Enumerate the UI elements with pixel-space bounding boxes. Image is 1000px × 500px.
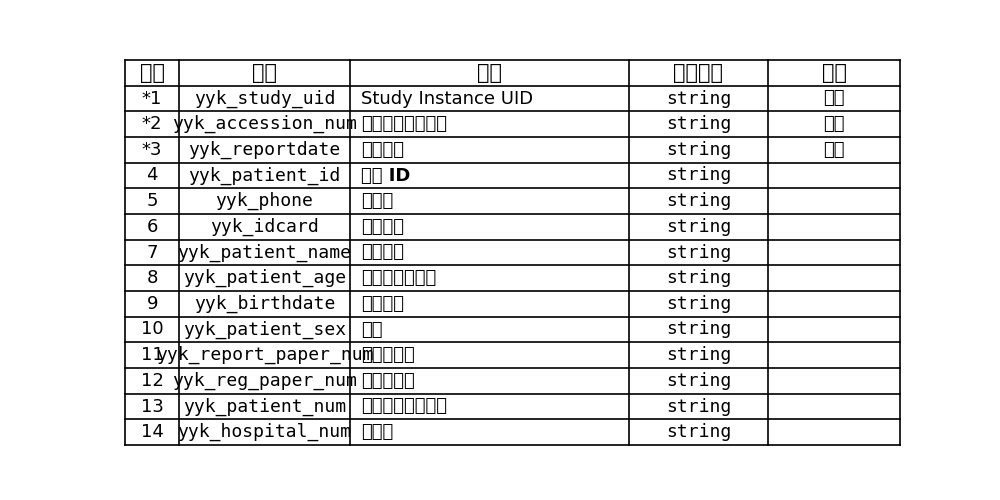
Text: 影像号（检查号）: 影像号（检查号）	[361, 115, 447, 133]
Text: 报告时间: 报告时间	[361, 141, 404, 159]
Text: 数据类型: 数据类型	[674, 63, 724, 83]
Text: 必填: 必填	[823, 141, 845, 159]
Text: Study Instance UID: Study Instance UID	[361, 90, 534, 108]
Text: 患者姓名: 患者姓名	[361, 244, 404, 262]
Text: string: string	[666, 398, 731, 415]
Text: 14: 14	[141, 423, 164, 441]
Text: string: string	[666, 295, 731, 313]
Text: yyk_patient_sex: yyk_patient_sex	[183, 320, 346, 338]
Text: string: string	[666, 218, 731, 236]
Text: 申请单单号: 申请单单号	[361, 372, 415, 390]
Text: yyk_patient_num: yyk_patient_num	[183, 398, 346, 415]
Text: yyk_report_paper_num: yyk_report_paper_num	[156, 346, 373, 364]
Text: 检查时患者年龄: 检查时患者年龄	[361, 269, 437, 287]
Text: 6: 6	[146, 218, 158, 236]
Text: string: string	[666, 346, 731, 364]
Text: 必填: 必填	[823, 90, 845, 108]
Text: string: string	[666, 244, 731, 262]
Text: string: string	[666, 192, 731, 210]
Text: 性别: 性别	[361, 320, 383, 338]
Text: 字段: 字段	[252, 63, 277, 83]
Text: string: string	[666, 166, 731, 184]
Text: 手机号: 手机号	[361, 192, 394, 210]
Text: 4: 4	[146, 166, 158, 184]
Text: 必填: 必填	[823, 115, 845, 133]
Text: 序号: 序号	[140, 63, 165, 83]
Text: 患者 ID: 患者 ID	[361, 166, 411, 184]
Text: yyk_reportdate: yyk_reportdate	[188, 140, 341, 159]
Text: yyk_reg_paper_num: yyk_reg_paper_num	[172, 372, 357, 390]
Text: string: string	[666, 423, 731, 441]
Text: yyk_birthdate: yyk_birthdate	[194, 294, 335, 313]
Text: string: string	[666, 115, 731, 133]
Text: 9: 9	[146, 295, 158, 313]
Text: string: string	[666, 269, 731, 287]
Text: 身份证号: 身份证号	[361, 218, 404, 236]
Text: yyk_hospital_num: yyk_hospital_num	[178, 423, 352, 442]
Text: string: string	[666, 90, 731, 108]
Text: 11: 11	[141, 346, 164, 364]
Text: *2: *2	[142, 115, 162, 133]
Text: yyk_accession_num: yyk_accession_num	[172, 115, 357, 134]
Text: 描述: 描述	[477, 63, 502, 83]
Text: yyk_phone: yyk_phone	[216, 192, 313, 210]
Text: yyk_idcard: yyk_idcard	[210, 218, 319, 236]
Text: 出生日期: 出生日期	[361, 295, 404, 313]
Text: yyk_patient_age: yyk_patient_age	[183, 269, 346, 287]
Text: 5: 5	[146, 192, 158, 210]
Text: *1: *1	[142, 90, 162, 108]
Text: 12: 12	[141, 372, 164, 390]
Text: 备注: 备注	[822, 63, 847, 83]
Text: 8: 8	[146, 269, 158, 287]
Text: string: string	[666, 372, 731, 390]
Text: 住院号: 住院号	[361, 423, 394, 441]
Text: *3: *3	[142, 141, 162, 159]
Text: string: string	[666, 320, 731, 338]
Text: 10: 10	[141, 320, 163, 338]
Text: yyk_patient_id: yyk_patient_id	[188, 166, 341, 184]
Text: yyk_patient_name: yyk_patient_name	[178, 244, 352, 262]
Text: 7: 7	[146, 244, 158, 262]
Text: 门诊号（就诊号）: 门诊号（就诊号）	[361, 398, 447, 415]
Text: 报告单单号: 报告单单号	[361, 346, 415, 364]
Text: 13: 13	[141, 398, 164, 415]
Text: string: string	[666, 141, 731, 159]
Text: yyk_study_uid: yyk_study_uid	[194, 90, 335, 108]
